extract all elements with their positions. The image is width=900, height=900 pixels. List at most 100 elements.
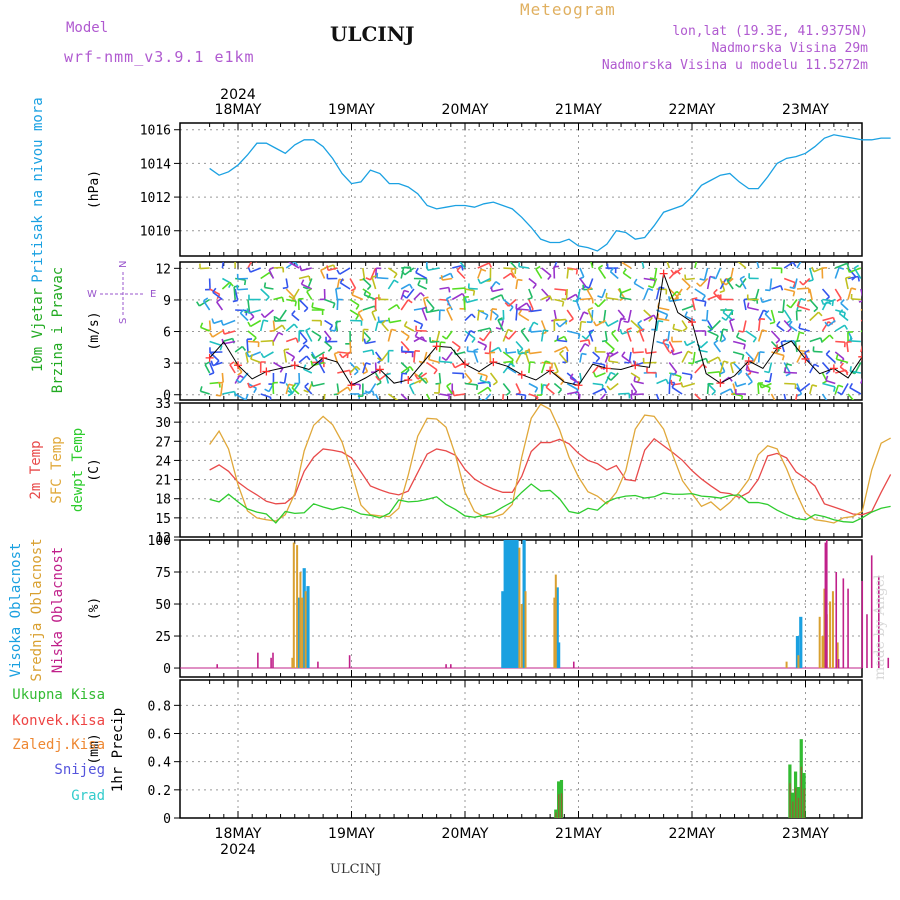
wind-barb [212, 291, 223, 301]
wind-barb-flag [243, 279, 247, 286]
cloud-ylabel-mid: Srednja Oblacnost [29, 538, 45, 681]
cloud-low-bar [878, 575, 880, 669]
y-tick-label: 27 [155, 435, 171, 450]
wind-barb-flag [845, 276, 851, 279]
wind-barb [428, 358, 440, 364]
cloud-high-bar [306, 586, 310, 669]
wind-barb-flag [291, 383, 296, 389]
wind-barb-flag [606, 385, 611, 391]
wind-barb-flag [393, 273, 398, 279]
wind-barb [841, 383, 849, 395]
wind-barb [621, 330, 632, 335]
wind-barb-flag [647, 287, 654, 292]
wind-barb-flag [711, 390, 716, 396]
wind-barb-flag [647, 285, 654, 289]
wind-barb-flag [440, 274, 444, 281]
wind-gust-marker [602, 364, 611, 373]
wind-barb-flag [421, 306, 428, 310]
wind-barb [503, 360, 513, 364]
wind-barb [464, 288, 475, 292]
wind-barb-flag [633, 376, 637, 382]
wind-barb [222, 390, 235, 395]
wind-barb [446, 308, 453, 321]
wind-barb [490, 294, 502, 301]
wind-barb-flag [819, 337, 823, 343]
wind-barb-flag [527, 296, 533, 301]
wind-barb [620, 296, 632, 301]
wind-barb [387, 303, 398, 311]
cloud-high-bar [505, 540, 510, 669]
wind-barb-flag [404, 369, 410, 375]
unit-label: (mm) [87, 733, 102, 764]
wind-barb-flag [849, 382, 853, 389]
wind-barb [835, 340, 846, 343]
wind-barb-flag [500, 294, 505, 300]
wind-barb [464, 313, 473, 322]
wind-barb [421, 308, 428, 321]
wind-barb [783, 393, 787, 400]
wind-barb-flag [598, 264, 604, 269]
wind-barb [601, 288, 607, 298]
wind-barb-flag [484, 314, 489, 320]
wind-barb-flag [577, 333, 581, 340]
wind-barb [681, 305, 694, 311]
wind-barb [466, 298, 478, 304]
wind-barb [439, 286, 449, 290]
wind-barb [707, 356, 719, 364]
wind-barb [657, 306, 670, 311]
cloud-low-bar [866, 614, 868, 669]
wind-barb [320, 269, 326, 279]
wind-barb [292, 288, 300, 300]
wind-barb [541, 361, 553, 365]
wind-barb [508, 298, 517, 307]
panel-1: 1010 1012 1014 1016 (hPa) [87, 122, 863, 257]
wind-barb-flag [409, 382, 415, 386]
wind-barb [362, 329, 365, 342]
wind-barb [247, 340, 259, 343]
wind-barb-flag [291, 356, 296, 362]
wind-barb-flag [334, 351, 340, 355]
wind-barb [245, 352, 249, 363]
temp-dewpt-line [209, 483, 891, 524]
wind-barb-flag [294, 262, 299, 267]
wind-barb [622, 272, 632, 280]
cloud-high-bar [508, 540, 512, 669]
wind-barb-flag [795, 387, 801, 392]
wind-barb-flag [593, 321, 597, 327]
wind-barb-flag [393, 279, 399, 284]
wind-barb-flag [637, 319, 643, 325]
wind-barb-flag [446, 306, 452, 310]
wind-barb-flag [636, 328, 642, 334]
wind-barb [507, 366, 517, 374]
wind-barb-flag [803, 258, 807, 261]
y-tick-label: 0.6 [148, 728, 171, 743]
wind-barb [413, 377, 426, 385]
wind-barb [220, 383, 224, 396]
wind-barb-flag [792, 262, 797, 267]
wind-barb [259, 319, 265, 332]
unit-label: (m/s) [87, 311, 102, 350]
wind-barb [565, 288, 568, 300]
wind-barb-flag [492, 381, 498, 386]
wind-barb-flag [864, 341, 869, 342]
wind-barb [757, 351, 761, 363]
wind-barb-flag [363, 289, 367, 296]
wind-barb-flag [441, 335, 447, 340]
wind-barb [655, 320, 660, 332]
wind-barb-flag [605, 292, 608, 298]
wind-barb-flag [776, 320, 781, 326]
wind-barb [725, 277, 734, 286]
wind-barb-flag [534, 387, 539, 393]
wind-barb-flag [377, 357, 382, 362]
precip-conv-bar [794, 787, 797, 818]
wind-barb [426, 361, 438, 371]
wind-barb-flag [268, 266, 274, 271]
wind-barb-flag [441, 356, 447, 361]
date-label-bottom: 19MAY [328, 826, 375, 842]
wind-gust-marker [773, 344, 782, 353]
coords-label: lon,lat (19.3E, 41.9375N) [672, 24, 868, 39]
wind-barb [656, 340, 670, 346]
wind-barb [592, 351, 601, 359]
wind-barb [208, 320, 212, 331]
wind-barb [706, 309, 709, 321]
